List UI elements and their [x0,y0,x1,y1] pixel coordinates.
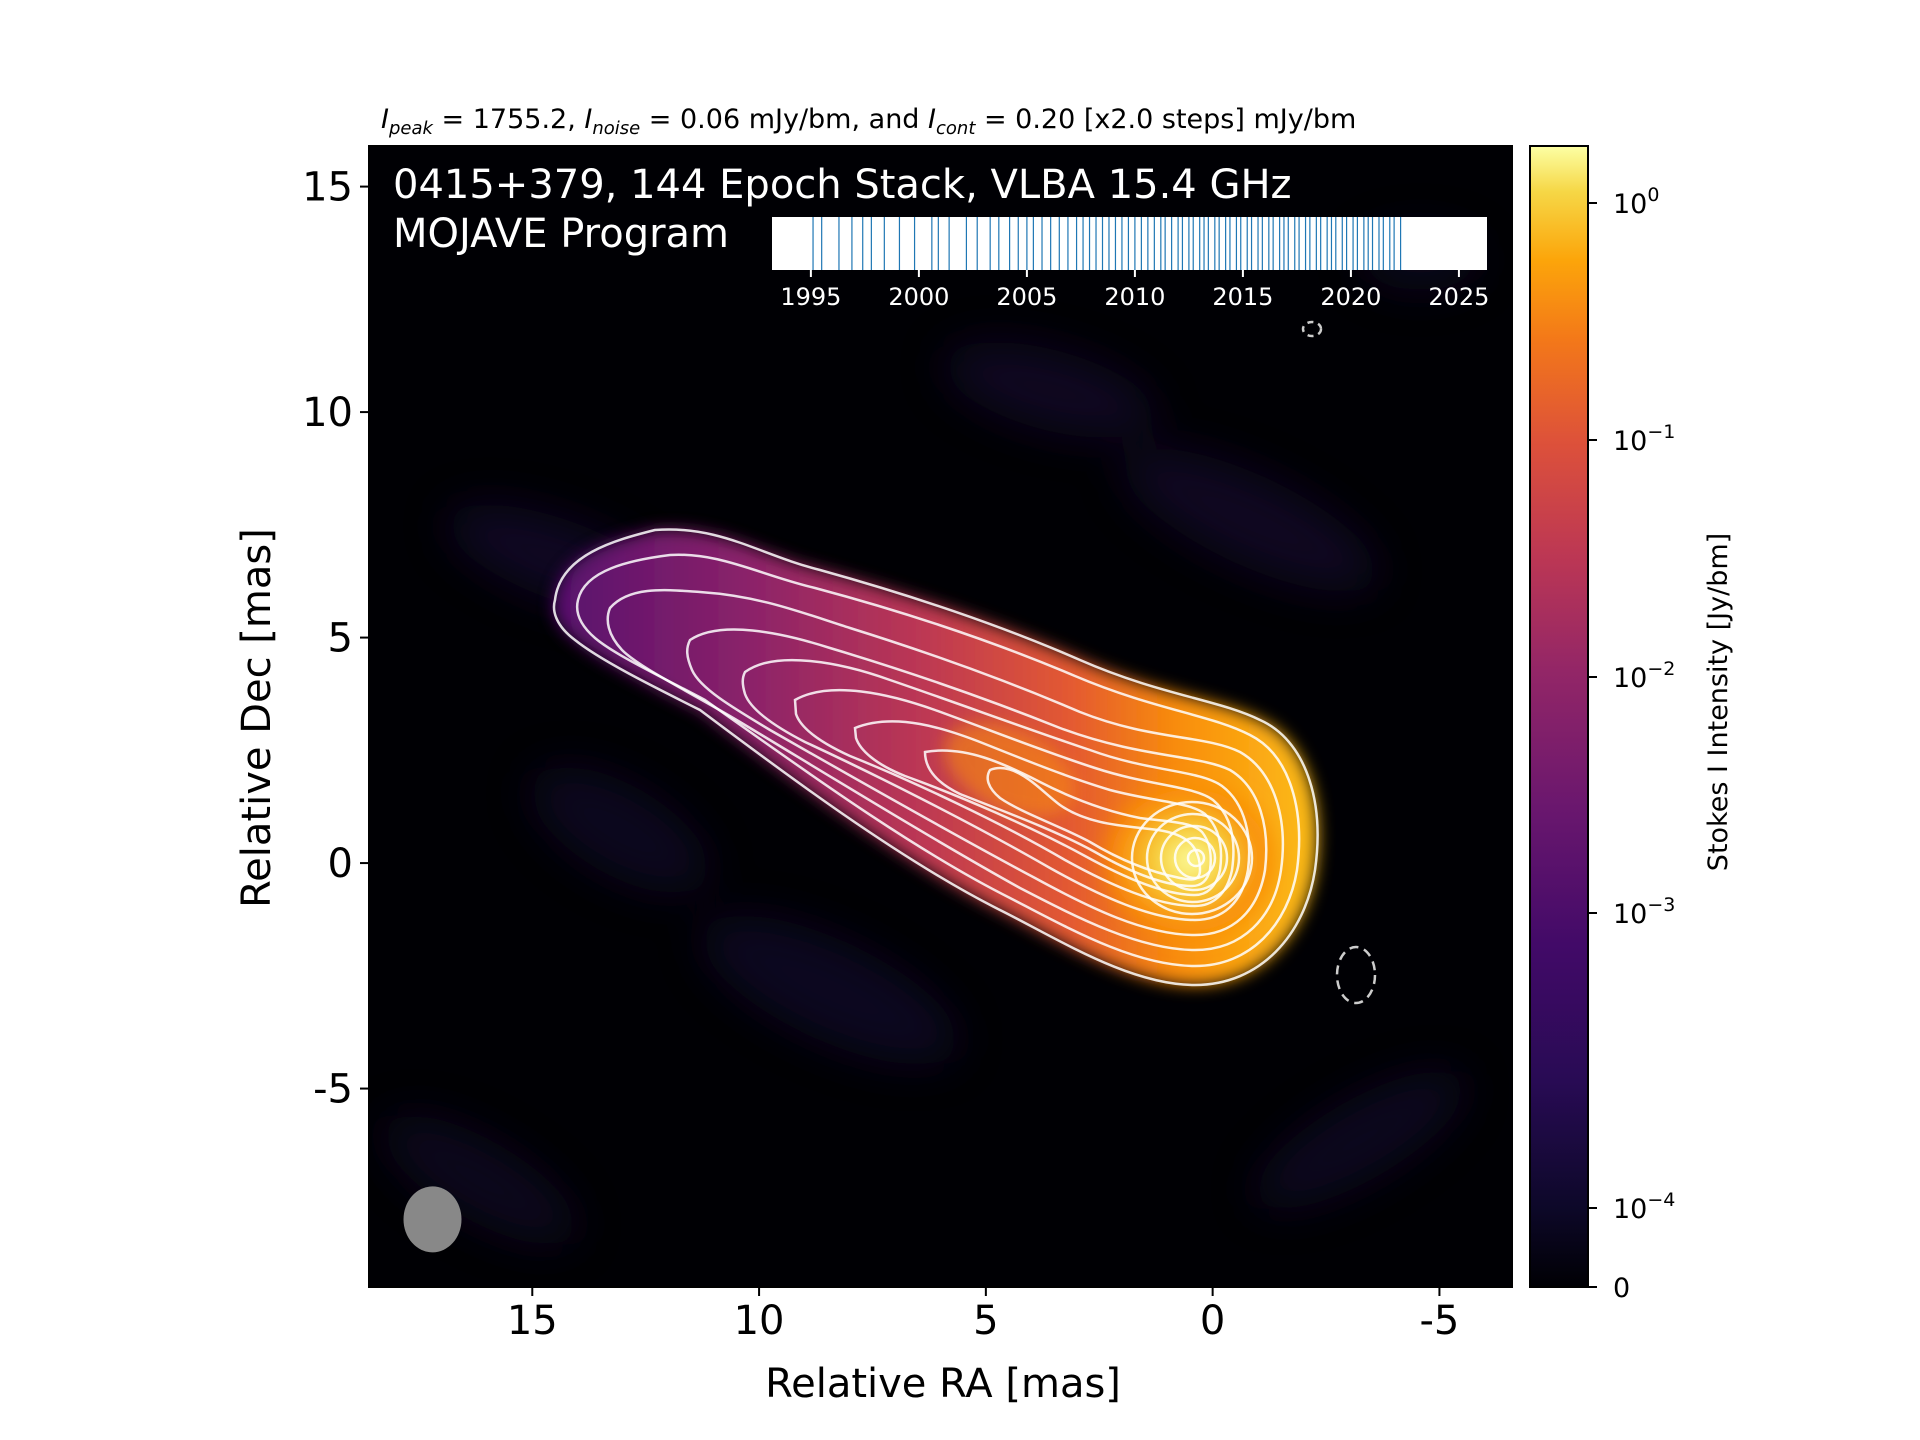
epoch-timeline-inset: 1995 2000 2005 2010 2015 2020 2025 [772,217,1489,311]
timeline-ticks: 1995 2000 2005 2010 2015 2020 2025 [780,270,1489,311]
contour-level-3 [606,588,1285,952]
contour-level-12 [1159,824,1229,892]
colorbar-ticks: 100 10−1 10−2 10−3 10−4 0 [1588,184,1675,1304]
colorbar-tick-label: 10−2 [1613,658,1675,694]
x-tick-label: 10 [734,1298,785,1344]
plot-frame [368,145,1513,1288]
colorbar: 100 10−1 10−2 10−3 10−4 0 Stokes I Intensity … [1529,145,1734,1304]
contour-level-7 [853,720,1223,897]
chart-title-line-1: 0415+379, 144 Epoch Stack, VLBA 15.4 GHz [393,162,1292,208]
contour-lines [552,528,1319,987]
y-tick-label: -5 [313,1067,353,1113]
x-axis-label: Relative RA [mas] [765,1361,1121,1407]
timeline-tick-label: 2025 [1428,283,1489,311]
epoch-marks [812,217,1402,270]
chart-title-line-2: MOJAVE Program [393,211,729,257]
colorbar-label: Stokes I Intensity [Jy/bm] [1703,533,1734,871]
y-tick-label: 15 [302,165,353,211]
y-axis-label: Relative Dec [mas] [234,528,280,908]
image-plot-area: 0415+379, 144 Epoch Stack, VLBA 15.4 GHz… [368,145,1513,1288]
timeline-tick-label: 2020 [1320,283,1381,311]
x-tick-label: -5 [1419,1298,1459,1344]
x-axis-ticks: 15 10 5 0 -5 [507,1287,1459,1344]
timeline-tick-label: 1995 [780,283,841,311]
y-tick-label: 0 [328,841,353,887]
negative-contour [1335,945,1377,1005]
chart-subtitle: Ipeak = 1755.2, Inoise = 0.06 mJy/bm, an… [381,104,1356,139]
timeline-tick-label: 2015 [1212,283,1273,311]
negative-contour-small [1301,320,1323,338]
colorbar-gradient [1530,146,1588,1287]
colorbar-tick-label: 100 [1613,184,1659,220]
colorbar-tick-label: 10−1 [1613,421,1675,457]
beam-ellipse [403,1186,462,1253]
timeline-tick-label: 2005 [996,283,1057,311]
contour-level-1 [552,528,1319,987]
timeline-tick-label: 2010 [1104,283,1165,311]
contour-level-4 [686,628,1268,937]
contour-level-10 [1130,800,1254,916]
contour-level-14 [1186,848,1206,868]
x-tick-label: 5 [973,1298,998,1344]
colorbar-tick-label: 10−4 [1613,1189,1675,1225]
x-tick-label: 0 [1200,1298,1225,1344]
y-tick-label: 5 [328,616,353,662]
contour-level-11 [1145,812,1241,904]
contour-level-13 [1173,836,1217,880]
y-tick-label: 10 [302,390,353,436]
colorbar-tick-label: 0 [1613,1273,1630,1304]
timeline-tick-label: 2000 [888,283,949,311]
colorbar-frame [1529,145,1589,1288]
contour-level-5 [741,658,1251,922]
x-tick-label: 15 [507,1298,558,1344]
contour-level-6 [793,688,1235,908]
colorbar-tick-label: 10−3 [1613,894,1675,930]
y-axis-ticks: 15 10 5 0 -5 [302,165,369,1113]
timeline-background [772,217,1487,270]
intensity-map [382,230,1480,1253]
